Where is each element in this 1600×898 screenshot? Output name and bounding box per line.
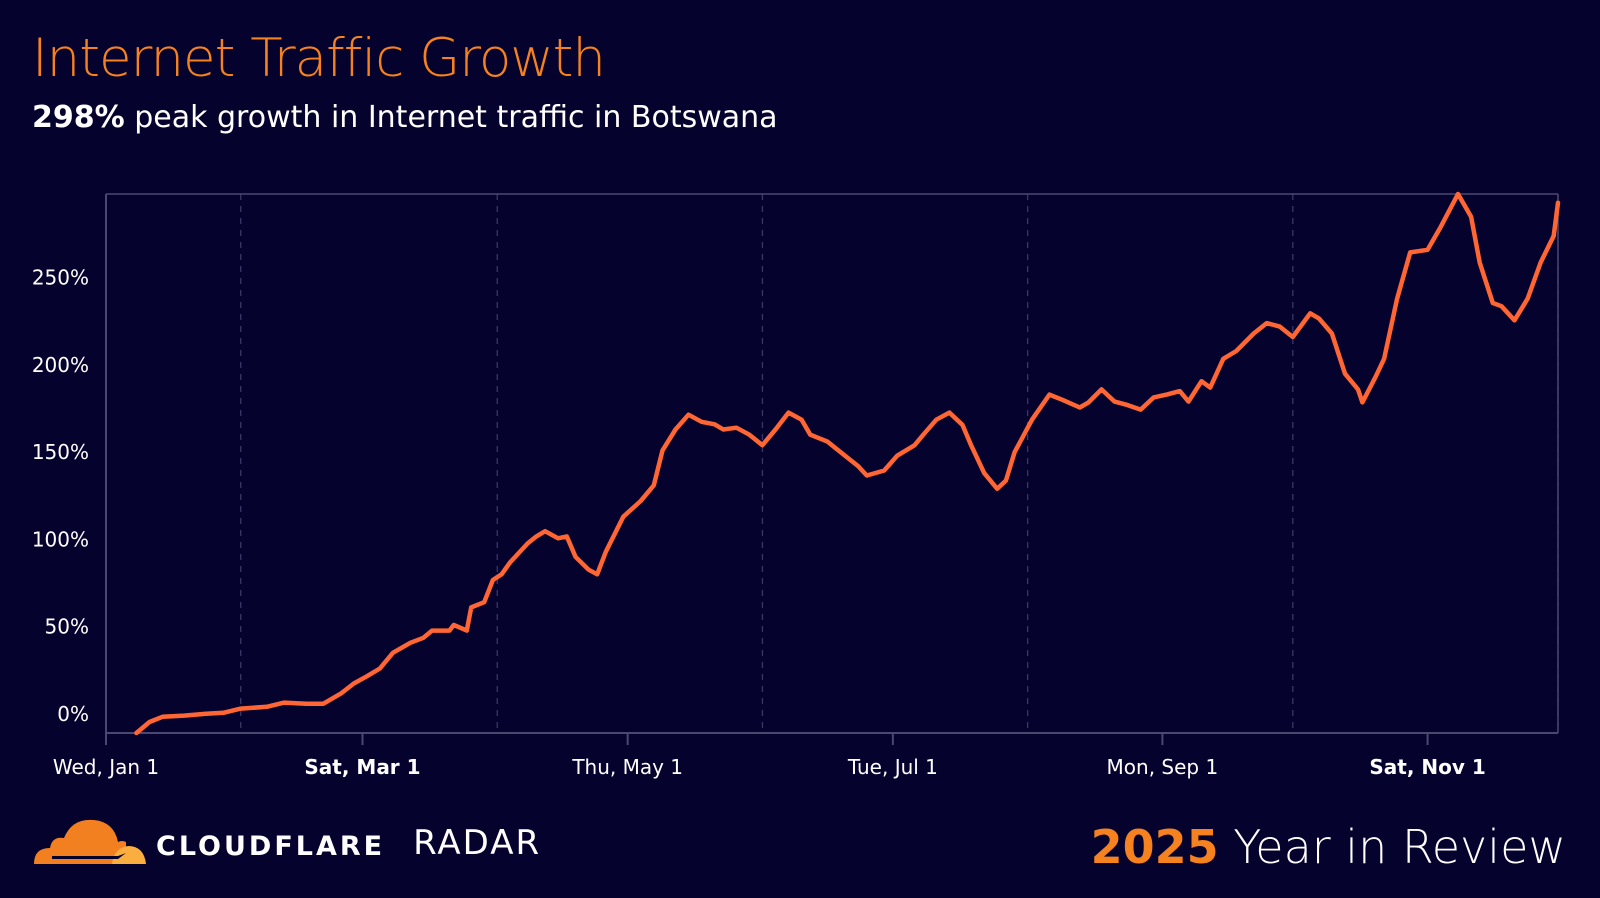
year-in-review-text: Year in Review	[1218, 820, 1566, 874]
x-tick-label: Sat, Mar 1	[304, 755, 420, 779]
x-tick-label: Thu, May 1	[571, 755, 683, 779]
y-tick-label: 250%	[32, 266, 89, 290]
year-in-review-label: 2025 Year in Review	[1091, 820, 1566, 874]
y-tick-label: 50%	[45, 615, 89, 639]
y-tick-label: 200%	[32, 353, 89, 377]
chart-subtitle: 298% peak growth in Internet traffic in …	[32, 100, 778, 135]
year: 2025	[1090, 820, 1219, 874]
x-tick-label: Wed, Jan 1	[53, 755, 159, 779]
y-tick-label: 100%	[32, 527, 89, 551]
chart-title: Internet Traffic Growth	[32, 28, 606, 89]
product-name: RADAR	[413, 823, 542, 863]
brand-name: CLOUDFLARE	[156, 830, 386, 862]
cloudflare-radar-logo: CLOUDFLARE RADAR	[30, 812, 541, 868]
subtitle-text: peak growth in Internet traffic in Botsw…	[124, 100, 778, 135]
x-tick-label: Mon, Sep 1	[1107, 755, 1219, 779]
peak-growth-value: 298%	[32, 100, 125, 135]
y-tick-label: 0%	[57, 702, 89, 726]
x-tick-label: Sat, Nov 1	[1369, 755, 1485, 779]
x-tick-label: Tue, Jul 1	[847, 755, 938, 779]
traffic-growth-line	[134, 191, 1561, 736]
cloudflare-cloud-icon	[34, 819, 146, 864]
y-tick-label: 150%	[32, 440, 89, 464]
